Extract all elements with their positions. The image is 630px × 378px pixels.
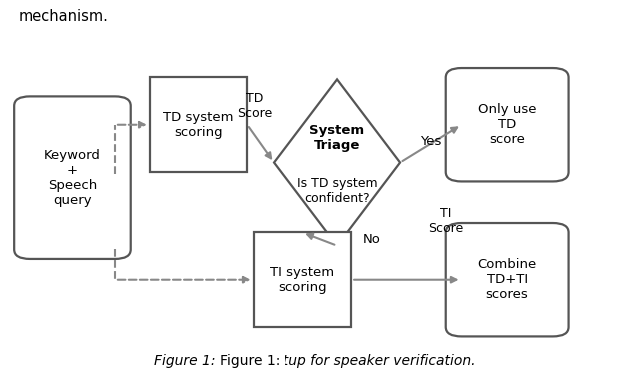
Text: TI system
scoring: TI system scoring	[270, 266, 335, 294]
Text: TD
Score: TD Score	[238, 92, 273, 120]
FancyBboxPatch shape	[446, 68, 569, 181]
Text: Figure 1: Triage setup for speaker verification.: Figure 1: Triage setup for speaker verif…	[154, 354, 476, 368]
Text: TI
Score: TI Score	[428, 207, 463, 235]
Text: No: No	[363, 232, 381, 246]
Text: Is TD system
confident?: Is TD system confident?	[297, 177, 377, 205]
Text: Figure 1: Triage setup for speaker verification.: Figure 1: Triage setup for speaker verif…	[154, 354, 476, 368]
Text: System
Triage: System Triage	[309, 124, 365, 152]
Text: Keyword
+
Speech
query: Keyword + Speech query	[44, 149, 101, 207]
Text: Only use
TD
score: Only use TD score	[478, 103, 536, 146]
Polygon shape	[274, 79, 400, 246]
Text: Combine
TD+TI
scores: Combine TD+TI scores	[478, 258, 537, 301]
Text: Figure 1:: Figure 1:	[220, 354, 285, 368]
FancyBboxPatch shape	[446, 223, 569, 336]
Text: TD system
scoring: TD system scoring	[163, 111, 234, 139]
Bar	[253, 232, 352, 327]
Text: mechanism.: mechanism.	[19, 9, 109, 25]
Text: Figure 1:: Figure 1:	[220, 354, 285, 368]
Text: Yes: Yes	[420, 135, 442, 148]
Bar	[150, 77, 247, 172]
FancyBboxPatch shape	[14, 96, 131, 259]
